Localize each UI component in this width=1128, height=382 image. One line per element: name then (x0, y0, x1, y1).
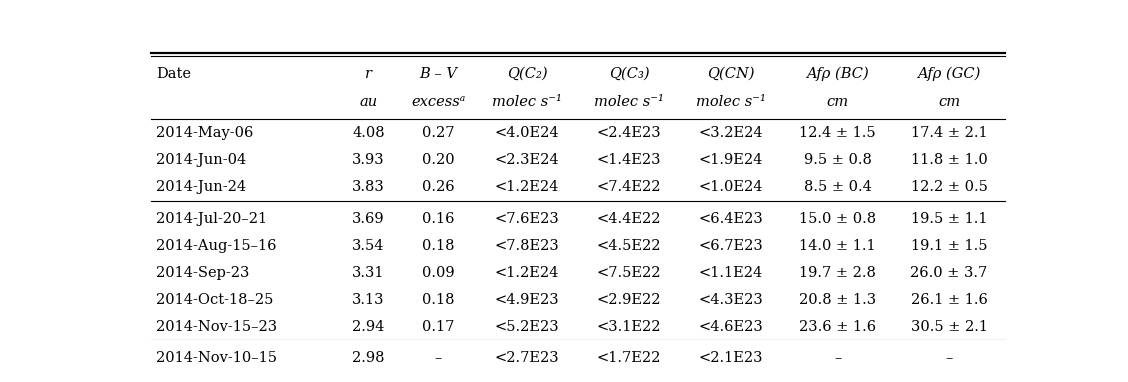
Text: cm: cm (827, 95, 849, 109)
Text: –: – (434, 351, 442, 365)
Text: 15.0 ± 0.8: 15.0 ± 0.8 (800, 212, 876, 225)
Text: 26.1 ± 1.6: 26.1 ± 1.6 (910, 293, 987, 307)
Text: Afρ (BC): Afρ (BC) (807, 66, 870, 81)
Text: 4.08: 4.08 (352, 126, 385, 140)
Text: 2014-Aug-15–16: 2014-Aug-15–16 (156, 239, 276, 253)
Text: 2.98: 2.98 (352, 351, 385, 365)
Text: Q(C₂): Q(C₂) (506, 67, 547, 81)
Text: <2.4E23: <2.4E23 (597, 126, 661, 140)
Text: 0.09: 0.09 (422, 265, 455, 280)
Text: 11.8 ± 1.0: 11.8 ± 1.0 (910, 153, 987, 167)
Text: <4.9E23: <4.9E23 (495, 293, 559, 307)
Text: 2014-Sep-23: 2014-Sep-23 (156, 265, 249, 280)
Text: 0.26: 0.26 (422, 180, 455, 194)
Text: <7.5E22: <7.5E22 (597, 265, 661, 280)
Text: 23.6 ± 1.6: 23.6 ± 1.6 (800, 320, 876, 334)
Text: 20.8 ± 1.3: 20.8 ± 1.3 (800, 293, 876, 307)
Text: <1.0E24: <1.0E24 (699, 180, 764, 194)
Text: 3.83: 3.83 (352, 180, 385, 194)
Text: <1.9E24: <1.9E24 (699, 153, 764, 167)
Text: 12.4 ± 1.5: 12.4 ± 1.5 (800, 126, 876, 140)
Text: <2.1E23: <2.1E23 (699, 351, 764, 365)
Text: 2014-Nov-15–23: 2014-Nov-15–23 (156, 320, 277, 334)
Text: 12.2 ± 0.5: 12.2 ± 0.5 (910, 180, 987, 194)
Text: <6.4E23: <6.4E23 (698, 212, 764, 225)
Text: 2014-Jun-04: 2014-Jun-04 (156, 153, 246, 167)
Text: <3.2E24: <3.2E24 (699, 126, 764, 140)
Text: <1.2E24: <1.2E24 (495, 180, 559, 194)
Text: molec s⁻¹: molec s⁻¹ (492, 95, 562, 109)
Text: <4.3E23: <4.3E23 (698, 293, 764, 307)
Text: 9.5 ± 0.8: 9.5 ± 0.8 (804, 153, 872, 167)
Text: excessᵃ: excessᵃ (411, 95, 465, 109)
Text: <1.2E24: <1.2E24 (495, 265, 559, 280)
Text: 0.18: 0.18 (422, 293, 455, 307)
Text: <1.1E24: <1.1E24 (699, 265, 764, 280)
Text: <2.3E24: <2.3E24 (495, 153, 559, 167)
Text: 19.7 ± 2.8: 19.7 ± 2.8 (800, 265, 876, 280)
Text: 0.27: 0.27 (422, 126, 455, 140)
Text: 2.94: 2.94 (352, 320, 385, 334)
Text: –: – (834, 351, 841, 365)
Text: r: r (365, 67, 372, 81)
Text: <6.7E23: <6.7E23 (698, 239, 764, 253)
Text: Afρ (GC): Afρ (GC) (917, 66, 980, 81)
Text: 26.0 ± 3.7: 26.0 ± 3.7 (910, 265, 988, 280)
Text: <7.4E22: <7.4E22 (597, 180, 661, 194)
Text: 8.5 ± 0.4: 8.5 ± 0.4 (804, 180, 872, 194)
Text: Q(C₃): Q(C₃) (609, 67, 650, 81)
Text: 3.13: 3.13 (352, 293, 385, 307)
Text: 17.4 ± 2.1: 17.4 ± 2.1 (910, 126, 987, 140)
Text: 0.17: 0.17 (422, 320, 455, 334)
Text: Q(CN): Q(CN) (707, 67, 755, 81)
Text: <1.7E22: <1.7E22 (597, 351, 661, 365)
Text: 0.18: 0.18 (422, 239, 455, 253)
Text: cm: cm (938, 95, 960, 109)
Text: molec s⁻¹: molec s⁻¹ (594, 95, 664, 109)
Text: 0.20: 0.20 (422, 153, 455, 167)
Text: <1.4E23: <1.4E23 (597, 153, 661, 167)
Text: <5.2E23: <5.2E23 (495, 320, 559, 334)
Text: molec s⁻¹: molec s⁻¹ (696, 95, 766, 109)
Text: <7.8E23: <7.8E23 (495, 239, 559, 253)
Text: <7.6E23: <7.6E23 (495, 212, 559, 225)
Text: <2.7E23: <2.7E23 (495, 351, 559, 365)
Text: 0.16: 0.16 (422, 212, 455, 225)
Text: <4.6E23: <4.6E23 (698, 320, 764, 334)
Text: <3.1E22: <3.1E22 (597, 320, 661, 334)
Text: <4.4E22: <4.4E22 (597, 212, 661, 225)
Text: 19.1 ± 1.5: 19.1 ± 1.5 (910, 239, 987, 253)
Text: 14.0 ± 1.1: 14.0 ± 1.1 (800, 239, 876, 253)
Text: 30.5 ± 2.1: 30.5 ± 2.1 (910, 320, 988, 334)
Text: –: – (945, 351, 953, 365)
Text: 2014-Oct-18–25: 2014-Oct-18–25 (156, 293, 273, 307)
Text: 3.31: 3.31 (352, 265, 385, 280)
Text: <4.5E22: <4.5E22 (597, 239, 661, 253)
Text: <4.0E24: <4.0E24 (495, 126, 559, 140)
Text: 2014-Nov-10–15: 2014-Nov-10–15 (156, 351, 276, 365)
Text: 3.93: 3.93 (352, 153, 385, 167)
Text: <2.9E22: <2.9E22 (597, 293, 661, 307)
Text: 3.54: 3.54 (352, 239, 385, 253)
Text: 2014-Jul-20–21: 2014-Jul-20–21 (156, 212, 267, 225)
Text: au: au (360, 95, 378, 109)
Text: 3.69: 3.69 (352, 212, 385, 225)
Text: Date: Date (156, 67, 191, 81)
Text: 19.5 ± 1.1: 19.5 ± 1.1 (910, 212, 987, 225)
Text: B – V: B – V (420, 67, 457, 81)
Text: 2014-Jun-24: 2014-Jun-24 (156, 180, 246, 194)
Text: 2014-May-06: 2014-May-06 (156, 126, 254, 140)
